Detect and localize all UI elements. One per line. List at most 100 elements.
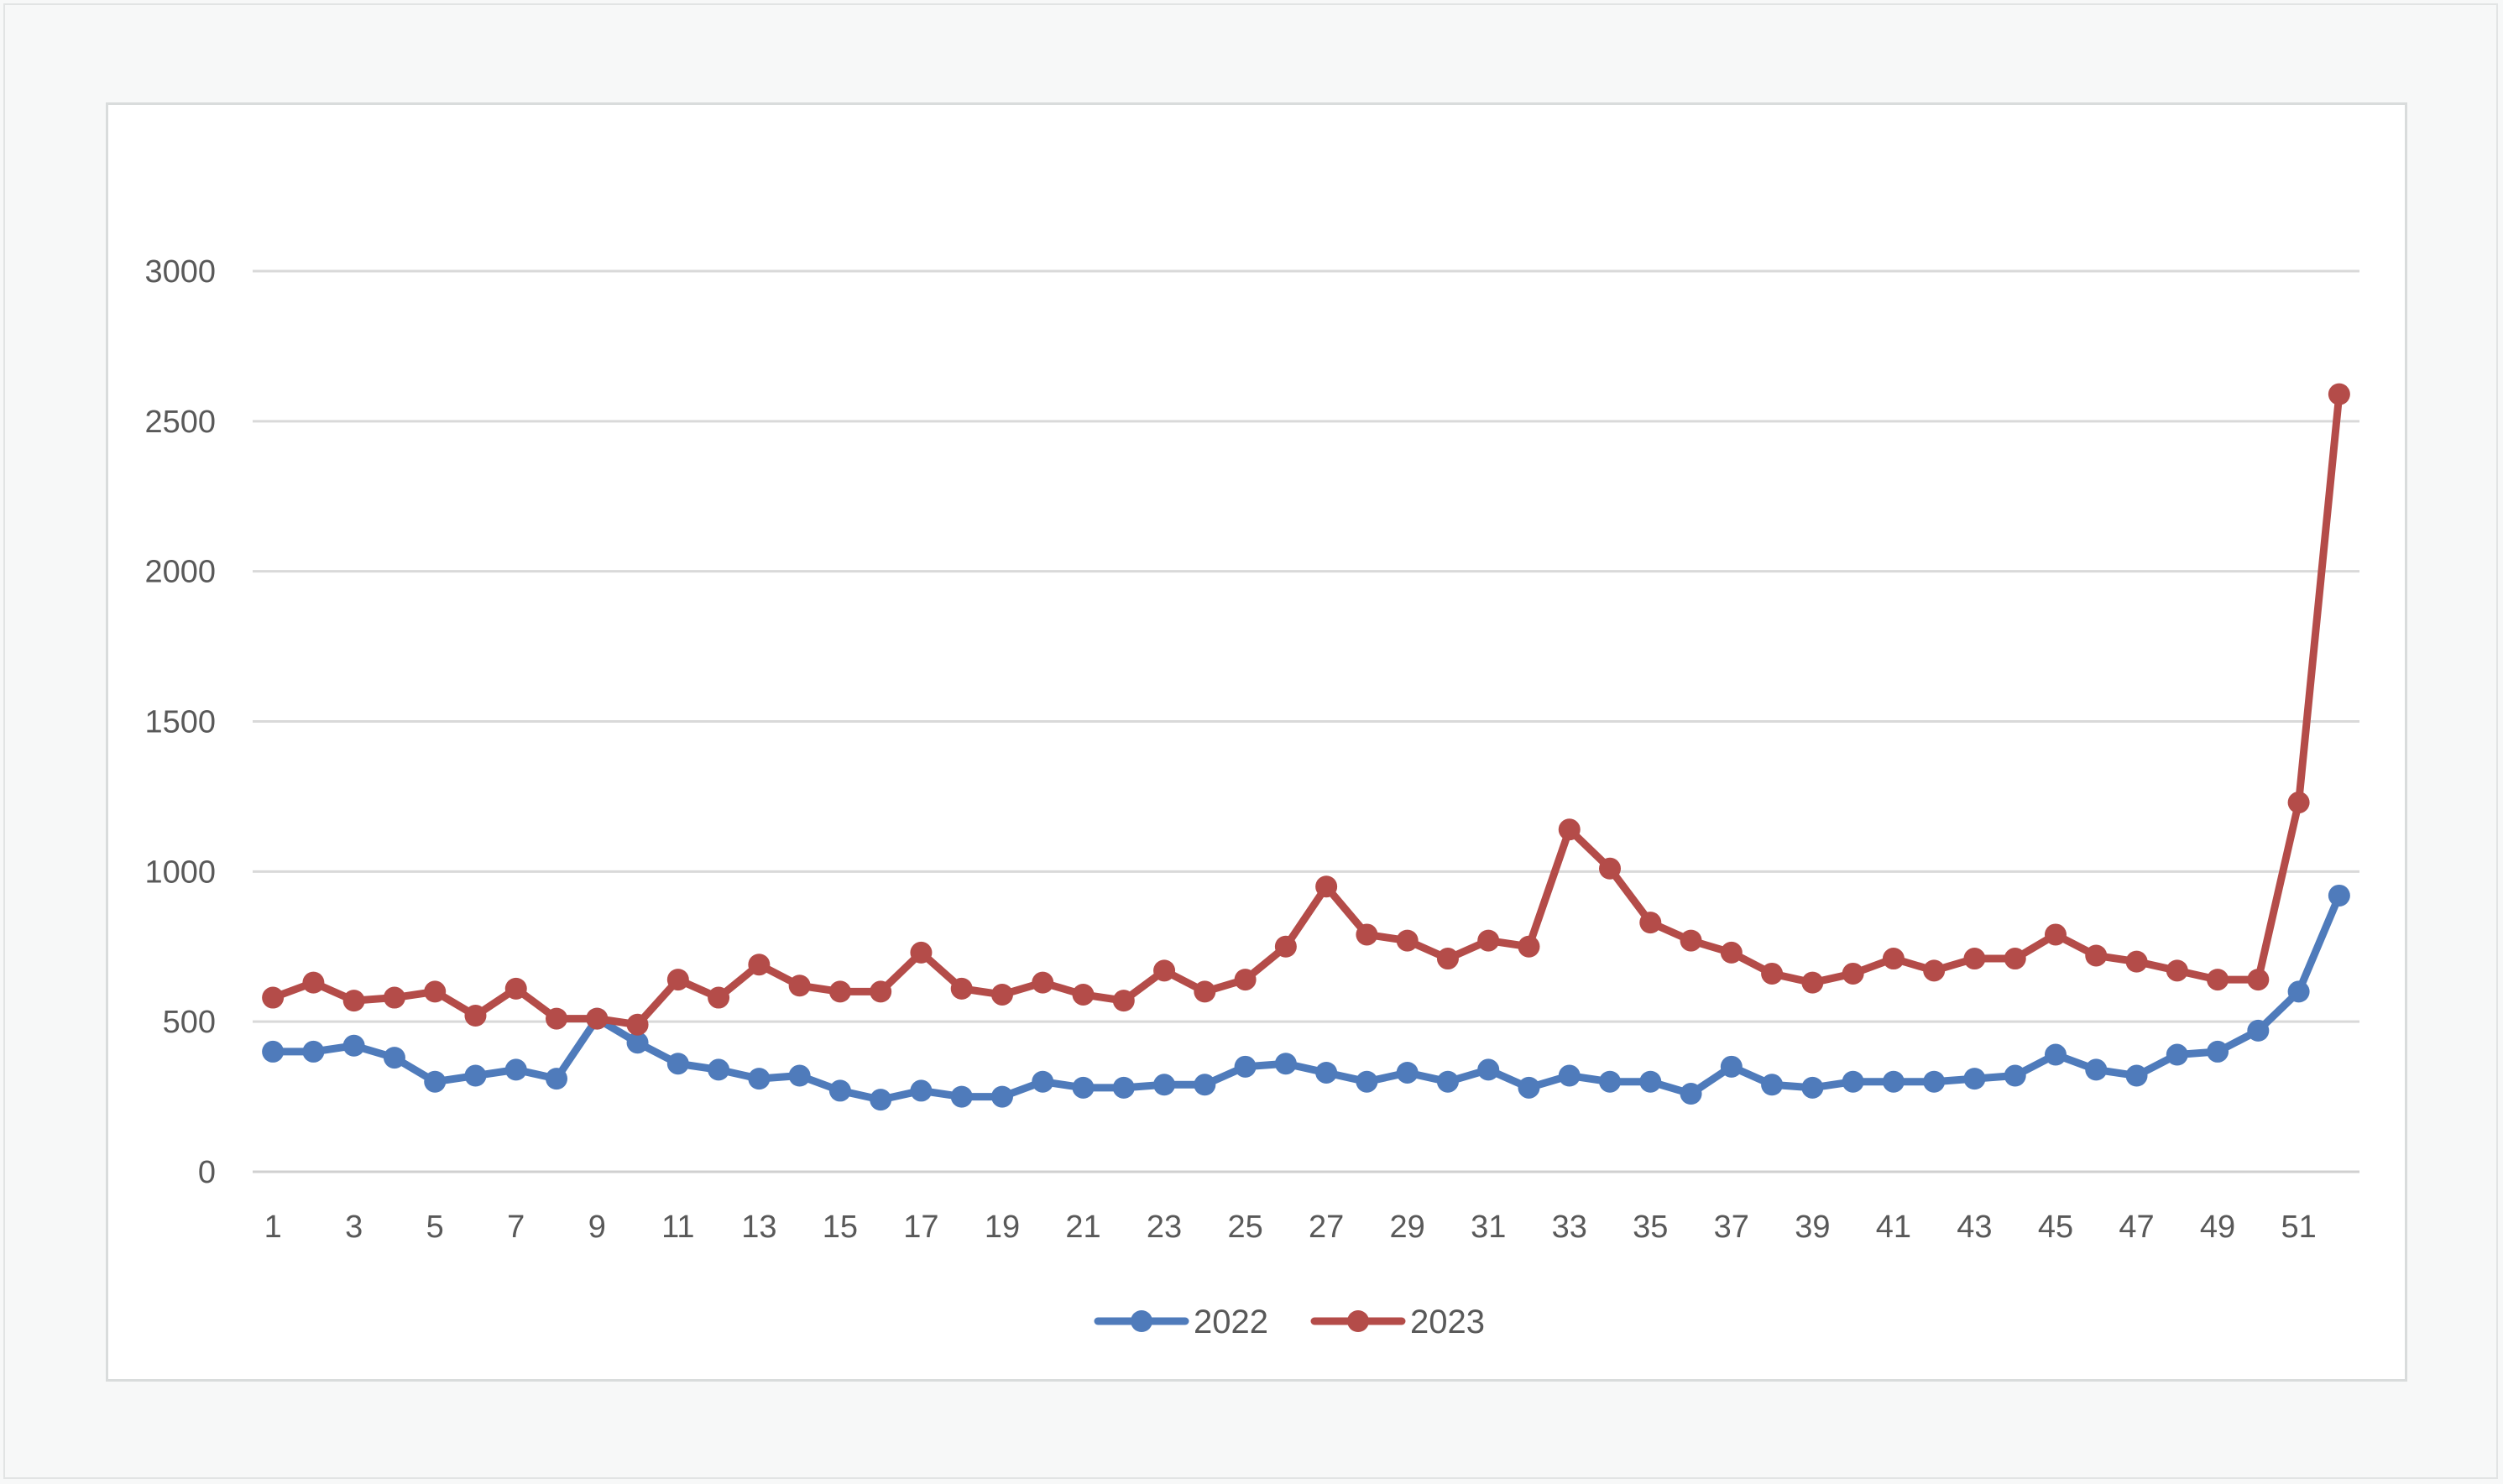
series-2023 [262,383,2350,1036]
data-point [1599,1070,1622,1093]
gridlines [253,269,2359,1173]
data-point [1234,969,1257,991]
x-tick-label: 5 [426,1210,444,1245]
legend-point-marker [1347,1310,1369,1332]
data-point [1315,1061,1338,1084]
x-tick-label: 33 [1552,1210,1587,1245]
x-tick-label: 23 [1147,1210,1182,1245]
data-point [1315,875,1338,898]
data-point [546,1068,568,1090]
legend: 2022 2023 [1094,1304,1485,1340]
data-point [2207,969,2229,991]
data-point [990,983,1013,1006]
data-point [870,980,892,1003]
data-point [302,1040,325,1063]
x-tick-label: 7 [507,1210,525,1245]
data-point [1436,948,1459,970]
data-point [626,1032,649,1054]
x-tick-label: 29 [1390,1210,1425,1245]
data-point [1477,929,1500,952]
x-tick-label: 3 [345,1210,363,1245]
x-tick-label: 27 [1309,1210,1344,1245]
data-point [1112,1076,1135,1099]
data-point [1396,1061,1419,1084]
data-point [342,1034,365,1057]
data-point [424,980,447,1003]
data-point [870,1089,892,1111]
data-point [546,1007,568,1030]
data-point [1963,948,1986,970]
data-point [828,1079,851,1102]
data-point [626,1013,649,1036]
data-point [2085,944,2108,967]
data-point [1720,1055,1743,1078]
data-point [1194,980,1216,1003]
y-tick-label: 1500 [144,705,216,740]
data-point [1680,1083,1702,1105]
data-point [2328,884,2350,907]
data-point [748,954,771,976]
data-point [788,975,811,997]
data-point [1882,948,1905,970]
x-tick-label: 37 [1714,1210,1749,1245]
x-tick-label: 31 [1471,1210,1506,1245]
series-group [262,383,2350,1111]
x-tick-label: 41 [1876,1210,1911,1245]
legend-label: 2023 [1410,1304,1485,1340]
data-point [1801,971,1824,994]
data-point [950,1085,973,1108]
data-point [262,986,285,1009]
data-point [2247,1019,2270,1042]
data-point [1032,1070,1054,1093]
data-point [1680,929,1702,952]
data-point [302,971,325,994]
data-point [1436,1070,1459,1093]
data-point [1599,857,1622,880]
data-point [828,980,851,1003]
legend-entry: 2023 [1310,1304,1485,1340]
y-tick-label: 2000 [144,555,216,590]
legend-entry: 2022 [1094,1304,1268,1340]
legend-point-marker [1131,1310,1152,1332]
series-line [269,390,2344,1029]
data-point [1112,990,1135,1012]
data-point [1842,1070,1864,1093]
x-tick-label: 45 [2038,1210,2073,1245]
data-point [2166,959,2188,982]
data-point [586,1007,609,1030]
chart-frame: 0 500 1000 1500 2000 2500 3000 1 3 5 7 9 11 13 15 17 19… [106,102,2407,1382]
data-point [2287,792,2310,814]
data-point [788,1064,811,1087]
figure-background: 0 500 1000 1500 2000 2500 3000 1 3 5 7 9 11 13 15 17 19… [3,3,2498,1479]
data-point [748,1068,771,1090]
x-tick-label: 39 [1795,1210,1830,1245]
data-point [1963,1068,1986,1090]
data-point [1274,935,1297,958]
x-axis: 1 3 5 7 9 11 13 15 17 19 21 23 25 27 29 31 33 35 37 39 41 43 4… [264,1210,2317,1245]
data-point [1923,1070,1946,1093]
data-point [1274,1053,1297,1075]
data-point [1923,959,1946,982]
legend-label: 2022 [1194,1304,1268,1340]
data-point [1518,935,1540,958]
data-point [1639,912,1662,934]
data-point [2085,1058,2108,1081]
x-tick-label: 47 [2119,1210,2154,1245]
x-tick-label: 35 [1633,1210,1668,1245]
x-tick-label: 15 [823,1210,858,1245]
data-point [1558,1064,1581,1087]
data-point [464,1064,487,1087]
data-point [1234,1055,1257,1078]
x-tick-label: 9 [588,1210,606,1245]
data-point [1558,818,1581,841]
data-point [1477,1058,1500,1081]
data-point [2166,1043,2188,1066]
data-point [2247,969,2270,991]
data-point [2328,383,2350,405]
data-point [2207,1040,2229,1063]
data-point [2004,1064,2026,1087]
data-point [1396,929,1419,952]
data-point [1032,971,1054,994]
y-tick-label: 0 [198,1155,216,1190]
data-point [2004,948,2026,970]
